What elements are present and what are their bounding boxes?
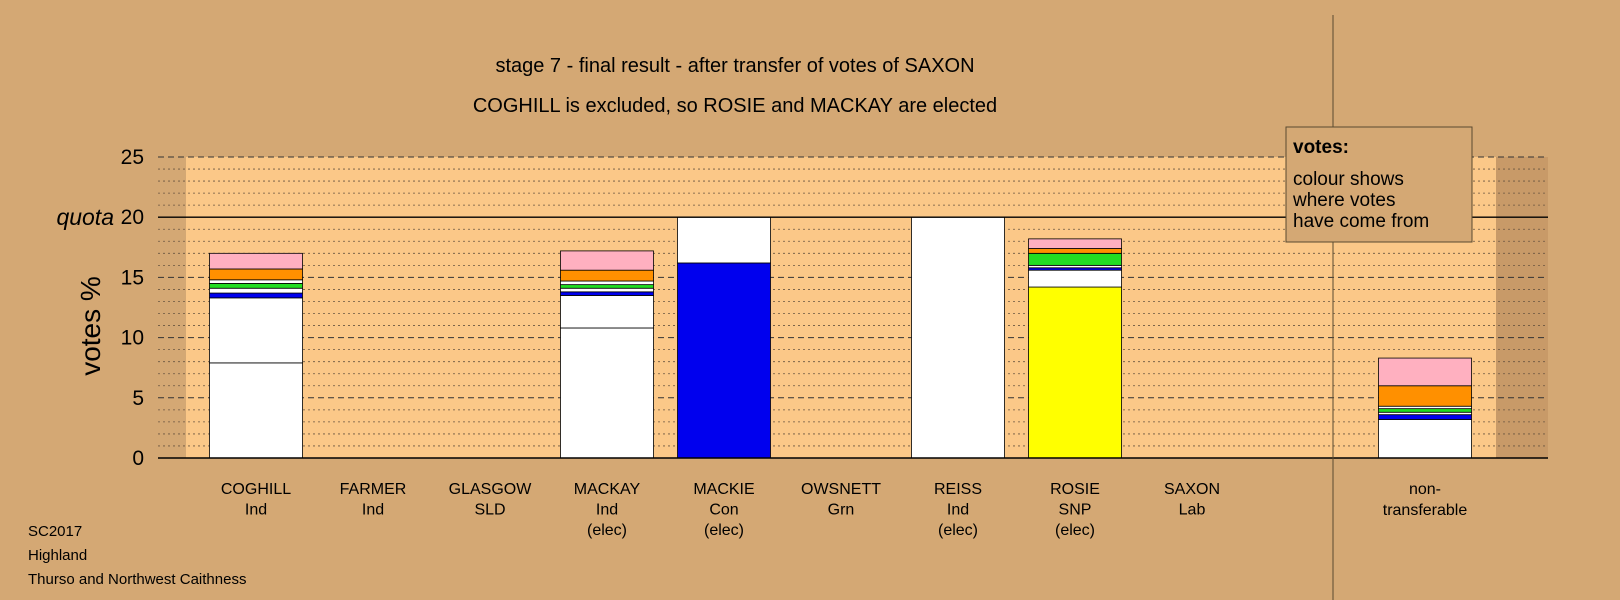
bar-segment-white <box>1028 269 1122 288</box>
x-label-name: FARMER <box>340 481 407 498</box>
x-label-name: SAXON <box>1164 481 1220 498</box>
bar-segment-pink <box>209 252 303 270</box>
bar-segment-white <box>911 216 1005 459</box>
plot-area <box>186 157 1496 458</box>
x-label-name: GLASGOW <box>449 481 533 498</box>
footer-line2: Highland <box>28 547 87 564</box>
bar-segment-orange <box>1028 248 1122 254</box>
bar-rosie <box>1028 238 1122 459</box>
legend-line3: have come from <box>1293 211 1429 232</box>
x-label-name: ROSIE <box>1050 481 1100 498</box>
bar-segment-pink <box>1028 238 1122 249</box>
nontransferable-label-line2: transferable <box>1383 502 1468 519</box>
bar-segment-white <box>209 297 303 364</box>
bar-mackie <box>677 216 771 459</box>
footer-line1: SC2017 <box>28 523 82 540</box>
legend-line1: colour shows <box>1293 169 1404 190</box>
quota-label: quota <box>56 204 114 230</box>
chart-subtitle: COGHILL is excluded, so ROSIE and MACKAY… <box>473 95 997 117</box>
y-tick-label: 15 <box>121 266 144 289</box>
x-category-labels: COGHILL Ind FARMER Ind GLASGOW SLD MACKAY Ind (e… <box>221 481 1220 539</box>
y-tick-label: 10 <box>121 327 144 350</box>
x-label-party: Con <box>709 502 738 519</box>
grid-lines <box>158 156 1548 447</box>
bar-coghill <box>209 252 303 459</box>
bar-reiss <box>911 216 1005 459</box>
bar-segment-white <box>677 216 771 264</box>
legend-title: votes: <box>1293 137 1349 158</box>
bar-segment-orange <box>209 268 303 281</box>
x-label-party: SNP <box>1059 502 1092 519</box>
bar-segment-green <box>1028 252 1122 266</box>
bar-segment-white <box>209 287 303 294</box>
x-label-party: Ind <box>245 502 267 519</box>
x-label-status: (elec) <box>1055 522 1095 539</box>
y-tick-label: 5 <box>132 387 144 410</box>
x-label-name: OWSNETT <box>801 481 881 498</box>
bar-segment-blue <box>677 262 771 459</box>
bar-segment-white <box>560 327 654 459</box>
nontransferable-label-line1: non- <box>1409 481 1441 498</box>
chart-title: stage 7 - final result - after transfer … <box>495 55 974 77</box>
bars <box>209 216 1472 459</box>
y-tick-label: 0 <box>132 447 144 470</box>
bar-segment-green <box>1378 408 1472 413</box>
bar-segment-pink <box>1378 357 1472 387</box>
x-label-status: (elec) <box>704 522 744 539</box>
y-tick-label: 20 <box>121 206 144 229</box>
bar-segment-orange <box>1378 385 1472 407</box>
bar-segment-blue <box>560 291 654 296</box>
x-label-party: Ind <box>362 502 384 519</box>
x-label-party: Grn <box>828 502 855 519</box>
bar-segment-orange <box>560 269 654 282</box>
bar-mackay <box>560 250 654 459</box>
bar-segment-pink <box>560 250 654 271</box>
bar-segment-white <box>209 279 303 284</box>
x-label-name: MACKIE <box>693 481 754 498</box>
x-label-party: Ind <box>947 502 969 519</box>
y-tick-label: 25 <box>121 146 144 169</box>
legend-line2: where votes <box>1292 190 1395 211</box>
bar-segment-yellow <box>1028 286 1122 459</box>
x-label-status: (elec) <box>587 522 627 539</box>
bar-segment-blue <box>1378 414 1472 420</box>
footer-line3: Thurso and Northwest Caithness <box>28 571 246 588</box>
bar-segment-white <box>1378 419 1472 459</box>
y-axis-label: votes % <box>75 276 106 376</box>
bar-segment-white <box>560 280 654 286</box>
bar-segment-green <box>560 284 654 289</box>
legend-frame <box>1285 126 1473 243</box>
bar-segment-white <box>560 295 654 329</box>
bar-segment-white <box>560 287 654 293</box>
x-label-name: MACKAY <box>574 481 641 498</box>
y-tick-labels: 0 5 10 15 20 25 <box>121 146 144 470</box>
legend-box: votes: colour shows where votes have com… <box>1285 126 1473 243</box>
nontransfer-area <box>1496 157 1548 458</box>
plot-background <box>186 157 1548 458</box>
bar-segment-white <box>209 362 303 459</box>
x-label-party: Lab <box>1179 502 1206 519</box>
bar-non-transferable <box>1378 357 1472 459</box>
bar-segment-green <box>209 283 303 289</box>
x-label-name: REISS <box>934 481 982 498</box>
x-label-party: Ind <box>596 502 618 519</box>
bar-segment-blue <box>209 292 303 299</box>
x-label-name: COGHILL <box>221 481 291 498</box>
x-label-status: (elec) <box>938 522 978 539</box>
x-label-party: SLD <box>474 502 505 519</box>
